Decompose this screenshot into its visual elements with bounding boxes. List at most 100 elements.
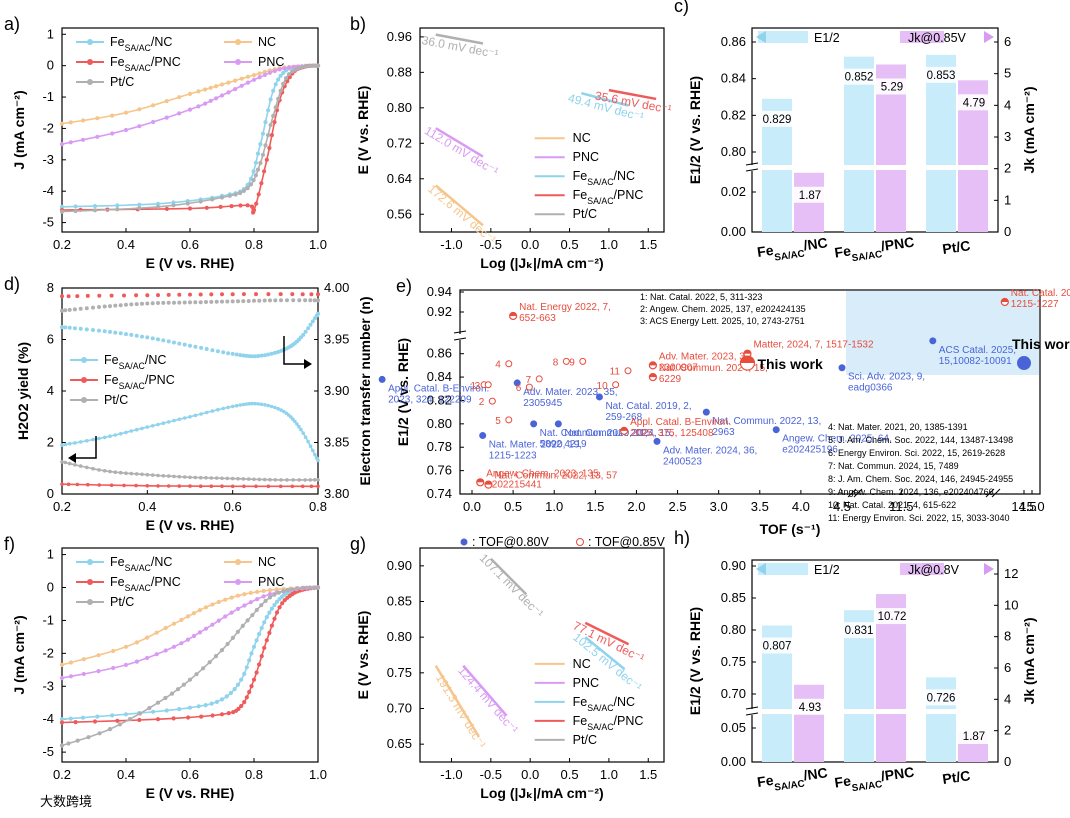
- series-marker: [117, 722, 122, 727]
- tof080-label: ACS Catal. 2025,: [939, 345, 1016, 356]
- series-marker: [60, 482, 64, 487]
- series-marker: [230, 635, 235, 641]
- tof080-point: [929, 337, 937, 345]
- bar-break: [760, 709, 826, 714]
- series-marker: [254, 201, 259, 206]
- series-marker: [96, 669, 101, 674]
- legend-label: PNC: [258, 55, 284, 69]
- series-marker: [293, 67, 298, 72]
- tof080-label: Nat. Mater. 2020, 19,: [489, 440, 582, 451]
- series-marker: [214, 96, 219, 101]
- series-marker: [244, 665, 249, 670]
- y2-tick-label: 2: [1004, 723, 1011, 738]
- x-tick-label: 1.5: [586, 499, 604, 514]
- panel-label: e): [396, 276, 412, 296]
- series-marker: [67, 325, 72, 330]
- series-marker: [313, 452, 317, 457]
- series-marker: [185, 614, 191, 619]
- reference-bottom: 10: Nat. Catal. 2021, 4, 615-622: [828, 500, 956, 510]
- plot-frame: [61, 287, 319, 495]
- series-marker: [236, 476, 240, 481]
- series-marker: [250, 401, 255, 406]
- series-marker: [272, 602, 277, 608]
- series-marker: [86, 735, 91, 740]
- series-marker: [60, 294, 64, 299]
- series-marker: [185, 201, 190, 206]
- series-marker: [251, 207, 257, 213]
- tof080-point: [772, 426, 780, 434]
- series-marker: [145, 655, 150, 661]
- legend-label: : TOF@0.85V: [588, 535, 666, 549]
- bar-break: [924, 709, 990, 714]
- y-tick-label: 0.86: [427, 346, 452, 361]
- category-label: Pt/C: [941, 237, 971, 257]
- series-marker: [150, 336, 155, 341]
- series-marker: [287, 65, 292, 70]
- series-marker: [230, 299, 235, 304]
- reference-top: 1: Nat. Catal. 2022, 5, 311-323: [640, 292, 762, 302]
- tafel-line: [435, 33, 484, 45]
- tof080-point: [838, 364, 846, 372]
- series-marker: [156, 473, 160, 478]
- series-marker: [123, 662, 129, 668]
- series-marker: [113, 330, 118, 335]
- legend-label: FeSA/AC/NC: [110, 35, 172, 53]
- series-marker: [213, 654, 219, 659]
- series-marker: [92, 719, 98, 724]
- series-marker: [250, 613, 255, 618]
- series-marker: [283, 76, 289, 81]
- series-marker: [256, 192, 261, 197]
- series-marker: [85, 439, 89, 443]
- series-marker: [263, 120, 268, 125]
- legend-marker: [87, 59, 93, 65]
- series-marker: [163, 695, 168, 701]
- series-marker: [182, 475, 187, 479]
- series-marker: [235, 593, 241, 598]
- panel-h: h) 0.90 0.85 0.80 0.75 0.70 0.05 0.00 12 10 8 6 4 2 0 E…: [674, 528, 1037, 794]
- ref-point: [488, 397, 496, 405]
- series-marker: [91, 466, 95, 471]
- y-tick-label: 0.82: [427, 392, 452, 407]
- legend-label: PNC: [573, 150, 599, 164]
- tof085-label: Nat. Catal. 2023, 6,: [1011, 288, 1070, 299]
- series-marker: [226, 80, 231, 85]
- tafel-line: [581, 91, 629, 107]
- legend-label: : TOF@0.80V: [472, 535, 550, 549]
- series-marker: [241, 477, 246, 481]
- series-marker: [102, 435, 107, 440]
- bar-break: [924, 165, 990, 170]
- plot-frame: [459, 289, 1041, 495]
- tof080-label: 2963: [712, 427, 735, 438]
- series-marker: [123, 712, 129, 717]
- bar-label-bg: [876, 608, 910, 625]
- series-marker: [272, 120, 277, 125]
- tof085-label: Angew. Chem. 2023, 135,: [486, 468, 601, 479]
- y2-tick-label: 3.80: [324, 486, 349, 501]
- y-tick-label: 0.90: [721, 558, 746, 573]
- series-marker: [229, 610, 234, 615]
- series-marker: [210, 713, 215, 718]
- y-tick-label: 0: [47, 486, 54, 501]
- series-marker: [111, 648, 116, 654]
- series-marker: [272, 592, 277, 597]
- panel-label: f): [4, 534, 15, 554]
- series-marker: [166, 420, 171, 424]
- series-marker: [299, 427, 303, 432]
- series-marker: [97, 328, 101, 333]
- tafel-line: [584, 621, 630, 646]
- y-tick-label: 0.86: [721, 34, 746, 49]
- series-marker: [262, 298, 267, 303]
- series-marker: [228, 690, 233, 696]
- series-marker: [254, 638, 259, 643]
- series-marker: [253, 173, 258, 178]
- series-marker: [68, 120, 73, 125]
- y2-tick-label: 4: [1004, 691, 1011, 706]
- series-marker: [177, 707, 182, 712]
- bar-value-label: 0.853: [927, 70, 956, 82]
- series-marker: [247, 401, 252, 406]
- y-tick-label: 0.84: [721, 71, 746, 86]
- y-tick-label: 0.56: [387, 206, 412, 221]
- bar-label-bg: [925, 689, 957, 706]
- series-marker: [273, 478, 278, 482]
- series-marker: [193, 475, 198, 480]
